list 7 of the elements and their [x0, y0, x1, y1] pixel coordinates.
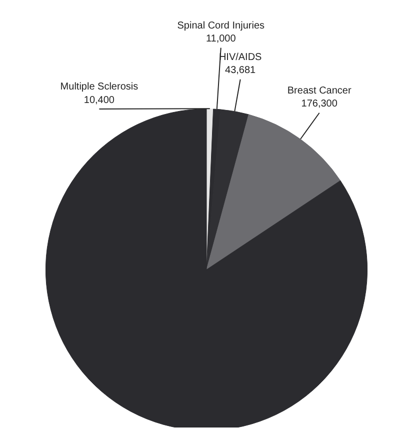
slice-label: Multiple Sclerosis [60, 82, 138, 93]
slice-label: Breast Cancer [287, 85, 352, 96]
data-label: 43,681 [225, 65, 256, 76]
slice-label: Spinal Cord Injuries [177, 20, 265, 32]
data-label: 176,300 [301, 98, 338, 110]
data-label: 11,000 [206, 34, 236, 45]
data-label: 10,400 [84, 94, 115, 106]
